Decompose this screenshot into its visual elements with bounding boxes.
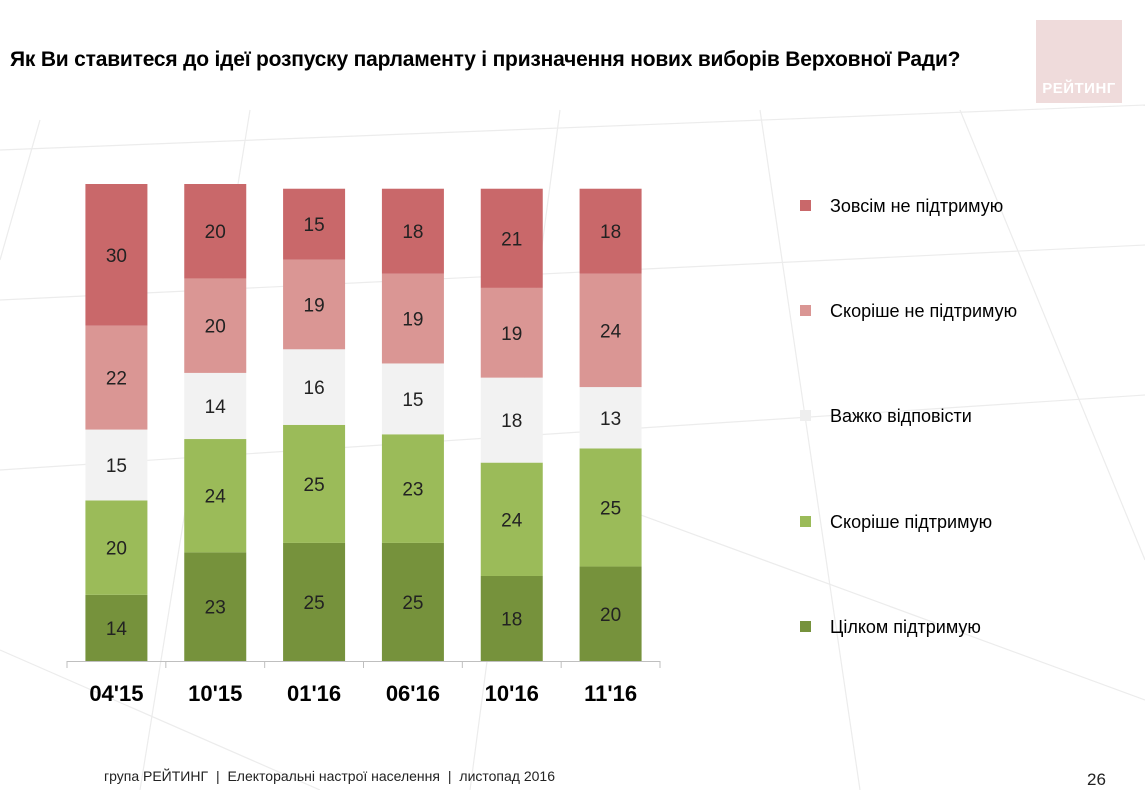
page-number: 26: [1087, 770, 1106, 789]
x-tick-label: 01'16: [287, 681, 341, 706]
legend-swatch: [800, 305, 811, 316]
bar-segment: [480, 287, 543, 378]
legend-swatch: [800, 200, 811, 211]
data-label: 15: [304, 215, 325, 236]
x-tick-label: 11'16: [584, 681, 637, 706]
data-label: 25: [600, 499, 621, 520]
bar-segment: [579, 448, 642, 567]
footer-date: листопад 2016: [459, 768, 556, 784]
data-label: 20: [205, 317, 226, 338]
legend-label: Важко відповісти: [830, 406, 972, 426]
footer-org: група РЕЙТИНГ: [104, 768, 209, 784]
bar-segment: [579, 566, 642, 661]
bar-segment: [184, 552, 247, 661]
data-label: 22: [106, 369, 127, 390]
data-label: 20: [205, 222, 226, 243]
bar-segment: [283, 259, 346, 350]
data-label: 18: [501, 609, 522, 630]
legend-swatch: [800, 621, 811, 632]
legend-label: Скоріше не підтримую: [830, 301, 1018, 321]
data-label: 14: [205, 397, 227, 418]
x-tick-label: 10'16: [485, 681, 539, 706]
bar-segment: [85, 500, 148, 595]
data-label: 25: [304, 475, 325, 496]
data-label: 24: [600, 321, 622, 342]
bar-segment: [85, 184, 148, 326]
data-label: 20: [106, 539, 127, 560]
bar-segment: [283, 188, 346, 260]
bar-segment: [85, 325, 148, 430]
data-label: 19: [402, 310, 423, 331]
bar-segment: [480, 188, 543, 288]
data-label: 25: [402, 593, 423, 614]
bar-segment: [184, 278, 247, 373]
rating-logo: РЕЙТИНГ: [1036, 20, 1122, 103]
data-label: 18: [501, 411, 522, 432]
data-label: 24: [205, 487, 227, 508]
bar-segment: [579, 273, 642, 388]
bar-segment: [480, 575, 543, 661]
footer-topic: Електоральні настрої населення: [227, 768, 440, 784]
data-label: 18: [402, 222, 423, 243]
data-label: 13: [600, 409, 621, 430]
data-label: 21: [501, 229, 522, 250]
x-tick-label: 06'16: [386, 681, 440, 706]
data-label: 19: [304, 295, 325, 316]
bar-segment: [283, 424, 346, 543]
footer-separator: |: [215, 768, 220, 784]
bar-segment: [579, 387, 642, 449]
data-label: 14: [106, 619, 128, 640]
bar-segment: [381, 542, 444, 661]
footer: група РЕЙТИНГ | Електоральні настрої нас…: [104, 768, 559, 784]
bar-segment: [283, 349, 346, 425]
legend-swatch: [800, 410, 811, 421]
footer-separator: |: [447, 768, 452, 784]
bar-segment: [85, 429, 148, 501]
logo-text: РЕЙТИНГ: [1042, 80, 1116, 97]
legend-label: Цілком підтримую: [830, 617, 981, 637]
x-tick-label: 10'15: [188, 681, 242, 706]
data-label: 20: [600, 605, 621, 626]
data-label: 16: [304, 378, 325, 399]
bar-segment: [85, 594, 148, 661]
data-label: 24: [501, 510, 523, 531]
data-label: 30: [106, 246, 127, 267]
data-label: 23: [402, 480, 423, 501]
data-label: 15: [106, 456, 127, 477]
bar-segment: [283, 542, 346, 661]
bar-segment: [184, 439, 247, 553]
legend-swatch: [800, 516, 811, 527]
bar-segment: [381, 188, 444, 274]
legend-label: Зовсім не підтримую: [830, 196, 1004, 216]
bar-segment: [381, 363, 444, 435]
bar-segment: [381, 273, 444, 364]
data-label: 15: [402, 390, 423, 411]
data-label: 18: [600, 222, 621, 243]
data-label: 23: [205, 598, 226, 619]
x-tick-label: 04'15: [89, 681, 143, 706]
data-label: 19: [501, 324, 522, 345]
page-title: Як Ви ставитеся до ідеї розпуску парламе…: [10, 48, 961, 71]
legend-label: Скоріше підтримую: [830, 512, 993, 532]
bar-segment: [579, 188, 642, 274]
bar-segment: [480, 462, 543, 576]
data-label: 25: [304, 593, 325, 614]
bar-segment: [184, 184, 247, 279]
bar-segment: [184, 372, 247, 440]
bar-segment: [381, 434, 444, 543]
bar-segment: [480, 377, 543, 463]
